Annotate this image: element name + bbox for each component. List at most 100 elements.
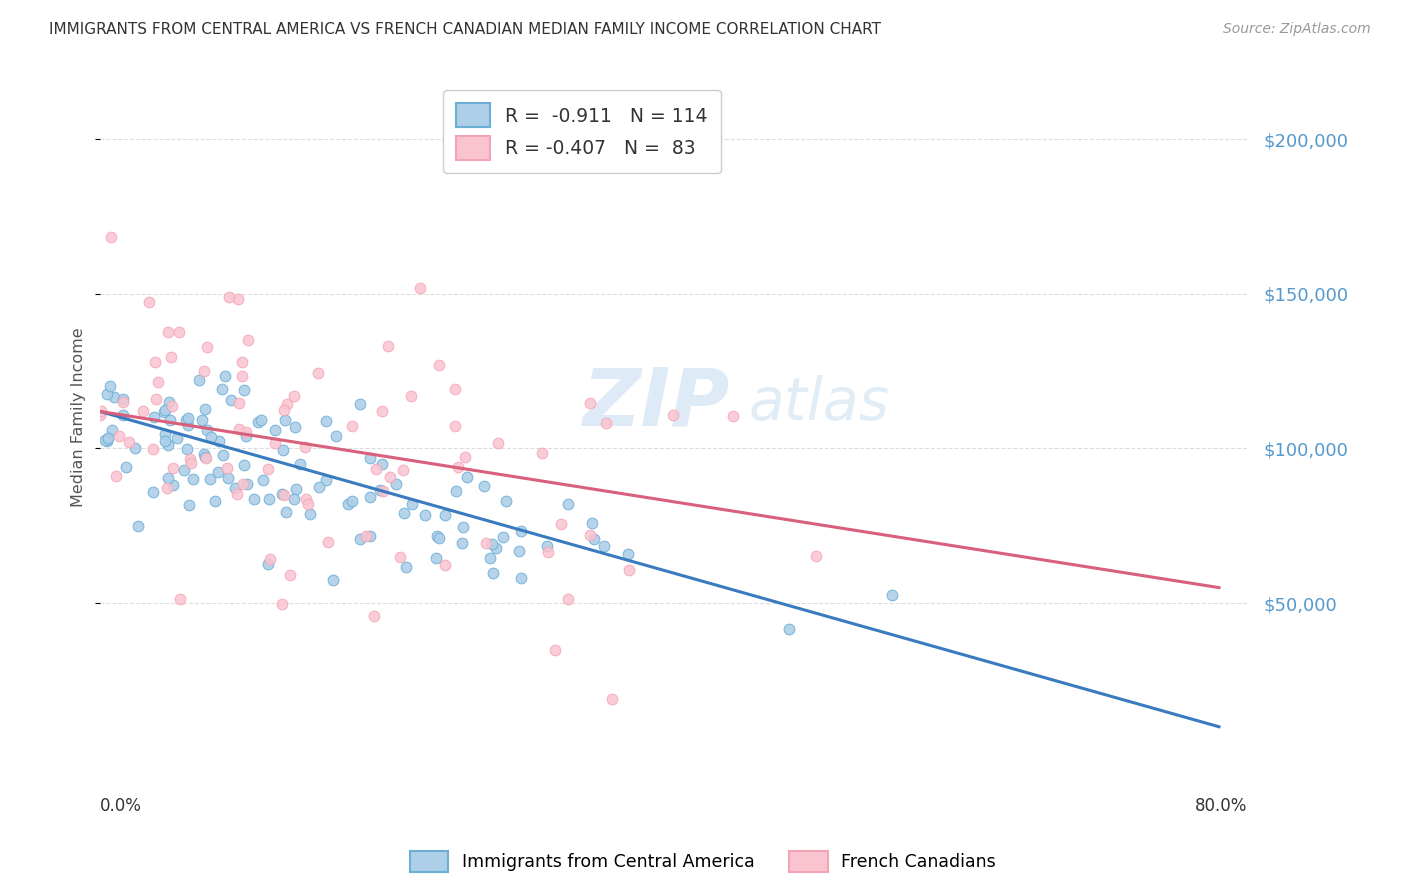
Point [284, 483, 307, 497]
Point [315, 414, 337, 428]
Point [228, 422, 250, 436]
Point [391, 463, 413, 477]
Point [264, 423, 287, 437]
Point [174, 413, 197, 427]
Point [156, 481, 179, 495]
Point [377, 339, 399, 353]
Point [235, 429, 257, 443]
Point [371, 457, 394, 471]
Point [176, 442, 198, 456]
Point [433, 508, 456, 522]
Point [233, 458, 256, 472]
Point [219, 392, 242, 407]
Point [444, 382, 467, 396]
Point [399, 389, 422, 403]
Point [124, 441, 146, 455]
Point [337, 497, 360, 511]
Point [804, 549, 827, 563]
Point [89, 408, 111, 422]
Point [195, 451, 218, 466]
Point [579, 528, 602, 542]
Point [97, 431, 120, 445]
Point [278, 567, 301, 582]
Point [90, 404, 112, 418]
Point [447, 460, 470, 475]
Point [231, 369, 253, 384]
Point [142, 485, 165, 500]
Point [193, 450, 215, 464]
Point [389, 550, 412, 565]
Point [148, 375, 170, 389]
Point [617, 564, 640, 578]
Point [153, 405, 176, 419]
Point [100, 379, 122, 393]
Legend: Immigrants from Central America, French Canadians: Immigrants from Central America, French … [404, 844, 1002, 879]
Point [582, 532, 605, 546]
Point [224, 481, 246, 495]
Point [595, 416, 617, 430]
Point [427, 531, 450, 545]
Point [723, 409, 745, 424]
Point [444, 483, 467, 498]
Point [194, 402, 217, 417]
Point [257, 491, 280, 506]
Point [401, 497, 423, 511]
Point [256, 557, 278, 571]
Point [433, 558, 456, 572]
Point [270, 487, 292, 501]
Point [478, 551, 501, 566]
Point [181, 472, 204, 486]
Point [162, 478, 184, 492]
Point [132, 404, 155, 418]
Point [340, 494, 363, 508]
Point [510, 524, 533, 538]
Point [193, 364, 215, 378]
Point [451, 520, 474, 534]
Point [363, 608, 385, 623]
Point [308, 480, 330, 494]
Point [143, 409, 166, 424]
Point [111, 392, 134, 407]
Point [359, 528, 381, 542]
Point [103, 390, 125, 404]
Point [207, 434, 229, 448]
Point [349, 397, 371, 411]
Point [283, 389, 305, 403]
Legend: R =  -0.911   N = 114, R = -0.407   N =  83: R = -0.911 N = 114, R = -0.407 N = 83 [443, 90, 720, 173]
Point [322, 573, 344, 587]
Point [257, 462, 280, 476]
Point [207, 466, 229, 480]
Point [190, 413, 212, 427]
Point [177, 498, 200, 512]
Point [228, 396, 250, 410]
Point [364, 461, 387, 475]
Point [495, 493, 517, 508]
Point [232, 476, 254, 491]
Text: 0.0%: 0.0% [100, 797, 142, 814]
Point [530, 446, 553, 460]
Point [214, 369, 236, 384]
Point [200, 472, 222, 486]
Point [156, 471, 179, 485]
Point [472, 479, 495, 493]
Point [371, 403, 394, 417]
Text: ZIP: ZIP [582, 365, 730, 443]
Point [111, 394, 134, 409]
Point [100, 229, 122, 244]
Point [536, 540, 558, 554]
Point [215, 460, 238, 475]
Point [294, 440, 316, 454]
Point [325, 429, 347, 443]
Point [276, 505, 298, 519]
Point [179, 452, 201, 467]
Point [173, 463, 195, 477]
Point [368, 483, 391, 497]
Point [486, 436, 509, 450]
Point [157, 394, 180, 409]
Point [138, 295, 160, 310]
Point [378, 470, 401, 484]
Point [315, 473, 337, 487]
Point [252, 474, 274, 488]
Point [385, 477, 408, 491]
Point [299, 508, 322, 522]
